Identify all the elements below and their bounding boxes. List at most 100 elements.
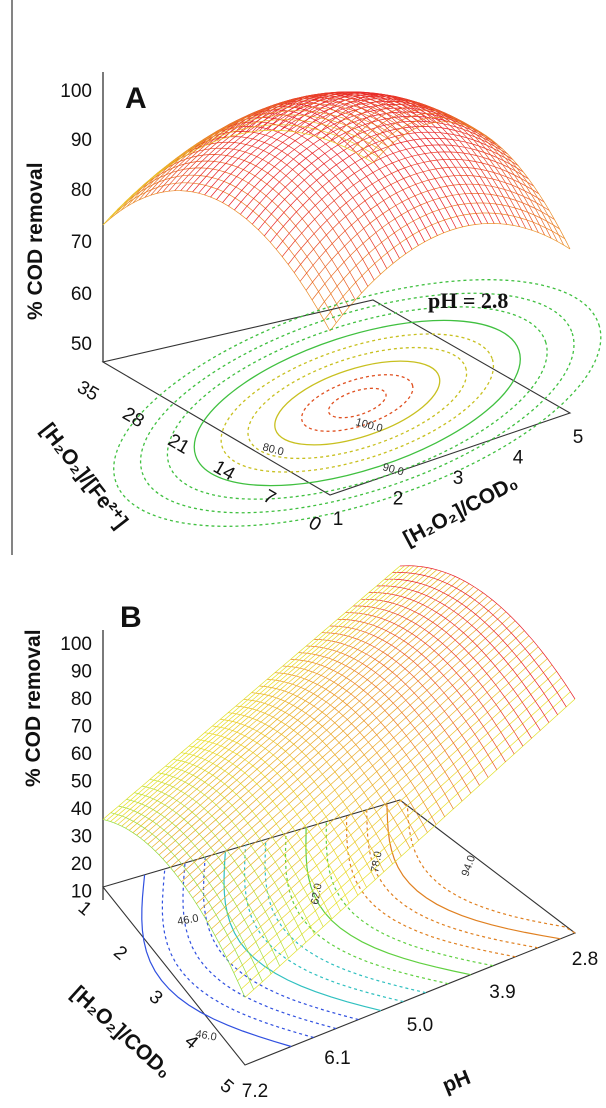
contour-label: 94.0 <box>460 854 479 878</box>
y-tick-label: 3 <box>145 986 167 1009</box>
mesh-line <box>136 570 442 836</box>
mesh-line <box>294 92 501 224</box>
mesh-line <box>158 583 470 856</box>
mesh-line <box>173 595 488 873</box>
x-tick-label: 5 <box>573 427 584 448</box>
z-axis-label-b: % COD removal <box>22 629 45 787</box>
contour-line <box>223 851 382 1012</box>
z-tick-label: 100 <box>60 81 92 102</box>
surface-mesh-b <box>102 565 576 998</box>
mesh-line <box>143 574 451 842</box>
contour-line <box>284 833 449 985</box>
panel-letter-a: A <box>125 82 147 115</box>
contour-line <box>274 360 441 446</box>
contour-line <box>139 292 575 514</box>
x-tick-label: 3 <box>453 468 464 489</box>
mesh-line <box>305 183 550 291</box>
mesh-line <box>128 568 433 831</box>
mesh-line <box>274 672 437 825</box>
mesh-line <box>376 585 550 723</box>
y-tick-label: 0 <box>305 512 325 535</box>
contour-line <box>301 374 414 432</box>
mesh-line <box>140 572 447 839</box>
mesh-line <box>287 158 534 265</box>
mesh-line <box>150 97 415 196</box>
mesh-line <box>102 565 401 820</box>
mesh-line <box>298 652 463 802</box>
mesh-line <box>259 685 420 841</box>
x-tick-label: 6.1 <box>324 1048 350 1069</box>
base-plane-a <box>101 299 572 496</box>
mesh-line <box>306 645 472 794</box>
y-axis-label-a: [H₂O₂]/[Fe²⁺] <box>36 419 132 533</box>
mesh-line <box>251 93 463 228</box>
mesh-line <box>125 567 428 829</box>
contour-line <box>247 346 468 460</box>
mesh-line <box>344 106 546 236</box>
mesh-line <box>121 566 424 827</box>
chart-a-svg: 100.090.080.0 10090807060501234507142128… <box>11 0 602 555</box>
mesh-line <box>138 154 362 294</box>
contour-line <box>325 821 494 967</box>
contour-line <box>182 862 337 1030</box>
mesh-line <box>186 91 446 192</box>
mesh-line <box>259 92 470 226</box>
chart-b-svg: 94.0 78.0 62.0 46.0 46.0 100 90 80 70 60 50 40 30 20… <box>22 565 598 1102</box>
contour-line <box>264 839 426 994</box>
mesh-line <box>384 578 558 715</box>
contour-line <box>366 809 539 949</box>
contour-line <box>399 799 576 934</box>
mesh-line <box>368 592 541 731</box>
mesh-line <box>372 121 571 250</box>
contour-label: 62.0 <box>309 882 325 905</box>
panel-letter-b: B <box>120 601 142 634</box>
mesh-line <box>321 632 489 778</box>
mesh-line <box>132 569 438 833</box>
contour-line <box>305 827 471 976</box>
contour-line <box>166 306 548 500</box>
mesh-line <box>117 566 419 825</box>
z-tick-label: 60 <box>71 744 92 765</box>
x-tick-label: 3.9 <box>489 982 515 1003</box>
mesh-line <box>290 659 454 810</box>
mesh-line <box>138 103 405 201</box>
mesh-line <box>345 612 515 755</box>
contour-line <box>113 279 602 527</box>
y-tick-label: 21 <box>164 430 193 459</box>
mesh-line <box>170 592 484 868</box>
z-tick-label: 50 <box>71 334 92 355</box>
chart-panel-b: 94.0 78.0 62.0 46.0 46.0 100 90 80 70 60 50 40 30 20… <box>0 555 606 1108</box>
contours-b: 94.0 78.0 62.0 46.0 46.0 <box>141 799 576 1048</box>
surface-mesh-a <box>102 91 571 332</box>
mesh-line <box>110 565 410 822</box>
mesh-line <box>353 605 524 747</box>
axis-ticks-b: 1009080706050403020107.26.15.03.92.81234… <box>60 634 598 1102</box>
mesh-line <box>267 679 428 833</box>
z-tick-label: 70 <box>71 717 92 738</box>
contour-label: 46.0 <box>176 912 199 928</box>
z-tick-label: 60 <box>71 284 92 305</box>
contour-line <box>161 868 314 1039</box>
z-tick-label: 40 <box>71 799 92 820</box>
mesh-line <box>223 100 438 236</box>
mesh-line <box>358 113 558 242</box>
mesh-line <box>106 565 405 821</box>
mesh-line <box>351 109 552 239</box>
z-axis-label-a: % COD removal <box>24 162 47 320</box>
mesh-line <box>155 580 465 852</box>
z-tick-label: 10 <box>71 882 92 903</box>
x-tick-label: 1 <box>333 509 344 530</box>
contour-label: 46.0 <box>194 1028 217 1044</box>
x-tick-label: 5.0 <box>407 1015 433 1036</box>
contour-label: 80.0 <box>261 441 285 458</box>
mesh-line <box>156 95 420 194</box>
mesh-line <box>147 576 456 845</box>
contour-line <box>327 387 387 419</box>
base-plane-outline <box>102 799 577 1066</box>
ph-annotation: pH = 2.8 <box>428 288 508 313</box>
mesh-line <box>166 589 479 864</box>
contour-line <box>386 803 561 940</box>
mesh-line <box>132 106 400 204</box>
x-tick-label: 2.8 <box>572 949 598 970</box>
mesh-line <box>299 175 545 282</box>
